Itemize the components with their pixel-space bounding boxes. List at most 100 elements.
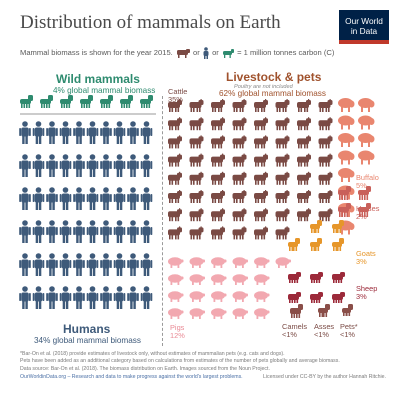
human-icon (127, 220, 139, 243)
site-link[interactable]: OurWorldinData.org – Research and data t… (20, 374, 243, 380)
human-icon (140, 187, 153, 210)
cattle-icon (254, 99, 268, 112)
human-icon (113, 187, 126, 210)
humans-title: Humans (63, 322, 111, 336)
human-icon (19, 121, 31, 144)
horse-icon (358, 203, 371, 217)
human-icon (59, 253, 72, 276)
pig-icon (211, 291, 227, 302)
cattle-icon (168, 208, 182, 222)
human-icon (86, 286, 99, 309)
cattle-icon (168, 117, 182, 131)
cattle-icon (254, 135, 268, 149)
pig-icon (189, 274, 205, 285)
buffalo-icon (358, 133, 375, 147)
human-icon (46, 187, 58, 210)
wild-mammal-icon (80, 95, 93, 108)
human-icon (86, 253, 99, 276)
pig-icon (211, 257, 227, 268)
human-icon (86, 154, 99, 177)
cattle-icon (189, 171, 204, 185)
cattle-icon (275, 117, 290, 131)
goat-icon (332, 220, 344, 233)
cattle-icon (254, 226, 268, 240)
cattle-icon (297, 190, 311, 203)
logo-red-bar (339, 40, 389, 44)
cattle-icon (297, 117, 311, 131)
owid-logo[interactable]: Our World in Data (339, 10, 389, 44)
cattle-icon (168, 226, 182, 240)
subtitle-unit: = 1 million tonnes carbon (C) (237, 48, 335, 57)
human-icon (46, 220, 58, 243)
wild-mammals-title: Wild mammals (56, 72, 140, 86)
cattle-icon (211, 190, 225, 203)
human-icon (127, 187, 139, 210)
human-icon (32, 187, 45, 210)
buffalo-icon (338, 133, 355, 147)
cattle-icon (168, 171, 182, 185)
data-source: Data source: Bar-On et al. (2018). The b… (20, 366, 270, 372)
human-icon (73, 220, 85, 243)
cattle-icon (318, 190, 333, 203)
horse-icon (338, 186, 351, 200)
cattle-icon (211, 171, 225, 185)
buffalo-icon (338, 150, 355, 165)
cattle-icon (189, 190, 204, 203)
cattle-icon (189, 153, 204, 167)
label-cattle: Cattle 35% (168, 87, 188, 104)
pig-icon (254, 274, 270, 285)
cattle-icon (297, 135, 311, 149)
pig-icon (232, 308, 248, 319)
footnote-2: Pets have been added as an additional ca… (20, 358, 340, 364)
cattle-icon (211, 226, 225, 240)
buffalo-icon (338, 98, 355, 112)
human-icon (73, 187, 85, 210)
cattle-icon (232, 171, 247, 185)
wild-animal-icon (222, 49, 234, 58)
buffalo-icon (338, 115, 355, 130)
human-icon (46, 121, 58, 144)
cattle-icon (318, 117, 333, 131)
human-icon (46, 253, 58, 276)
human-icon (59, 154, 72, 177)
cattle-icon (189, 226, 204, 240)
subtitle-or-1: or (193, 48, 200, 57)
cattle-icon (275, 226, 290, 240)
cattle-icon (168, 153, 182, 167)
human-icon (100, 220, 112, 243)
cattle-icon (189, 117, 204, 131)
cattle-icon (254, 117, 268, 131)
pig-icon (254, 257, 270, 268)
cattle-icon (254, 208, 268, 222)
cattle-icon (254, 153, 268, 167)
livestock-share: 62% global mammal biomass (219, 89, 326, 98)
human-icon (86, 121, 99, 144)
human-icon (73, 286, 85, 309)
cattle-icon (168, 135, 182, 149)
wild-mammal-icon (140, 95, 153, 108)
cattle-icon (211, 208, 225, 222)
wild-mammal-icon (20, 95, 33, 108)
cattle-icon (318, 153, 333, 167)
human-icon (59, 286, 72, 309)
human-icon (100, 286, 112, 309)
camel-icon (290, 304, 303, 318)
pig-icon (254, 291, 270, 302)
human-icon (113, 154, 126, 177)
pig-icon (232, 257, 248, 268)
poultry-note: Poultry are not included (234, 84, 293, 90)
human-icon (86, 220, 99, 243)
human-icon (19, 154, 31, 177)
cattle-icon (318, 171, 333, 185)
cattle-icon (254, 171, 268, 185)
label-pigs: Pigs 12% (170, 323, 185, 340)
cattle-icon (189, 99, 204, 112)
cattle-icon (318, 208, 333, 222)
human-icon (140, 286, 153, 309)
sheep-icon (332, 292, 345, 303)
pig-icon (168, 308, 184, 319)
label-buffalo: Buffalo 5% (356, 173, 379, 190)
goat-icon (288, 238, 300, 251)
cattle-icon (275, 99, 290, 112)
sheep-icon (310, 272, 323, 283)
